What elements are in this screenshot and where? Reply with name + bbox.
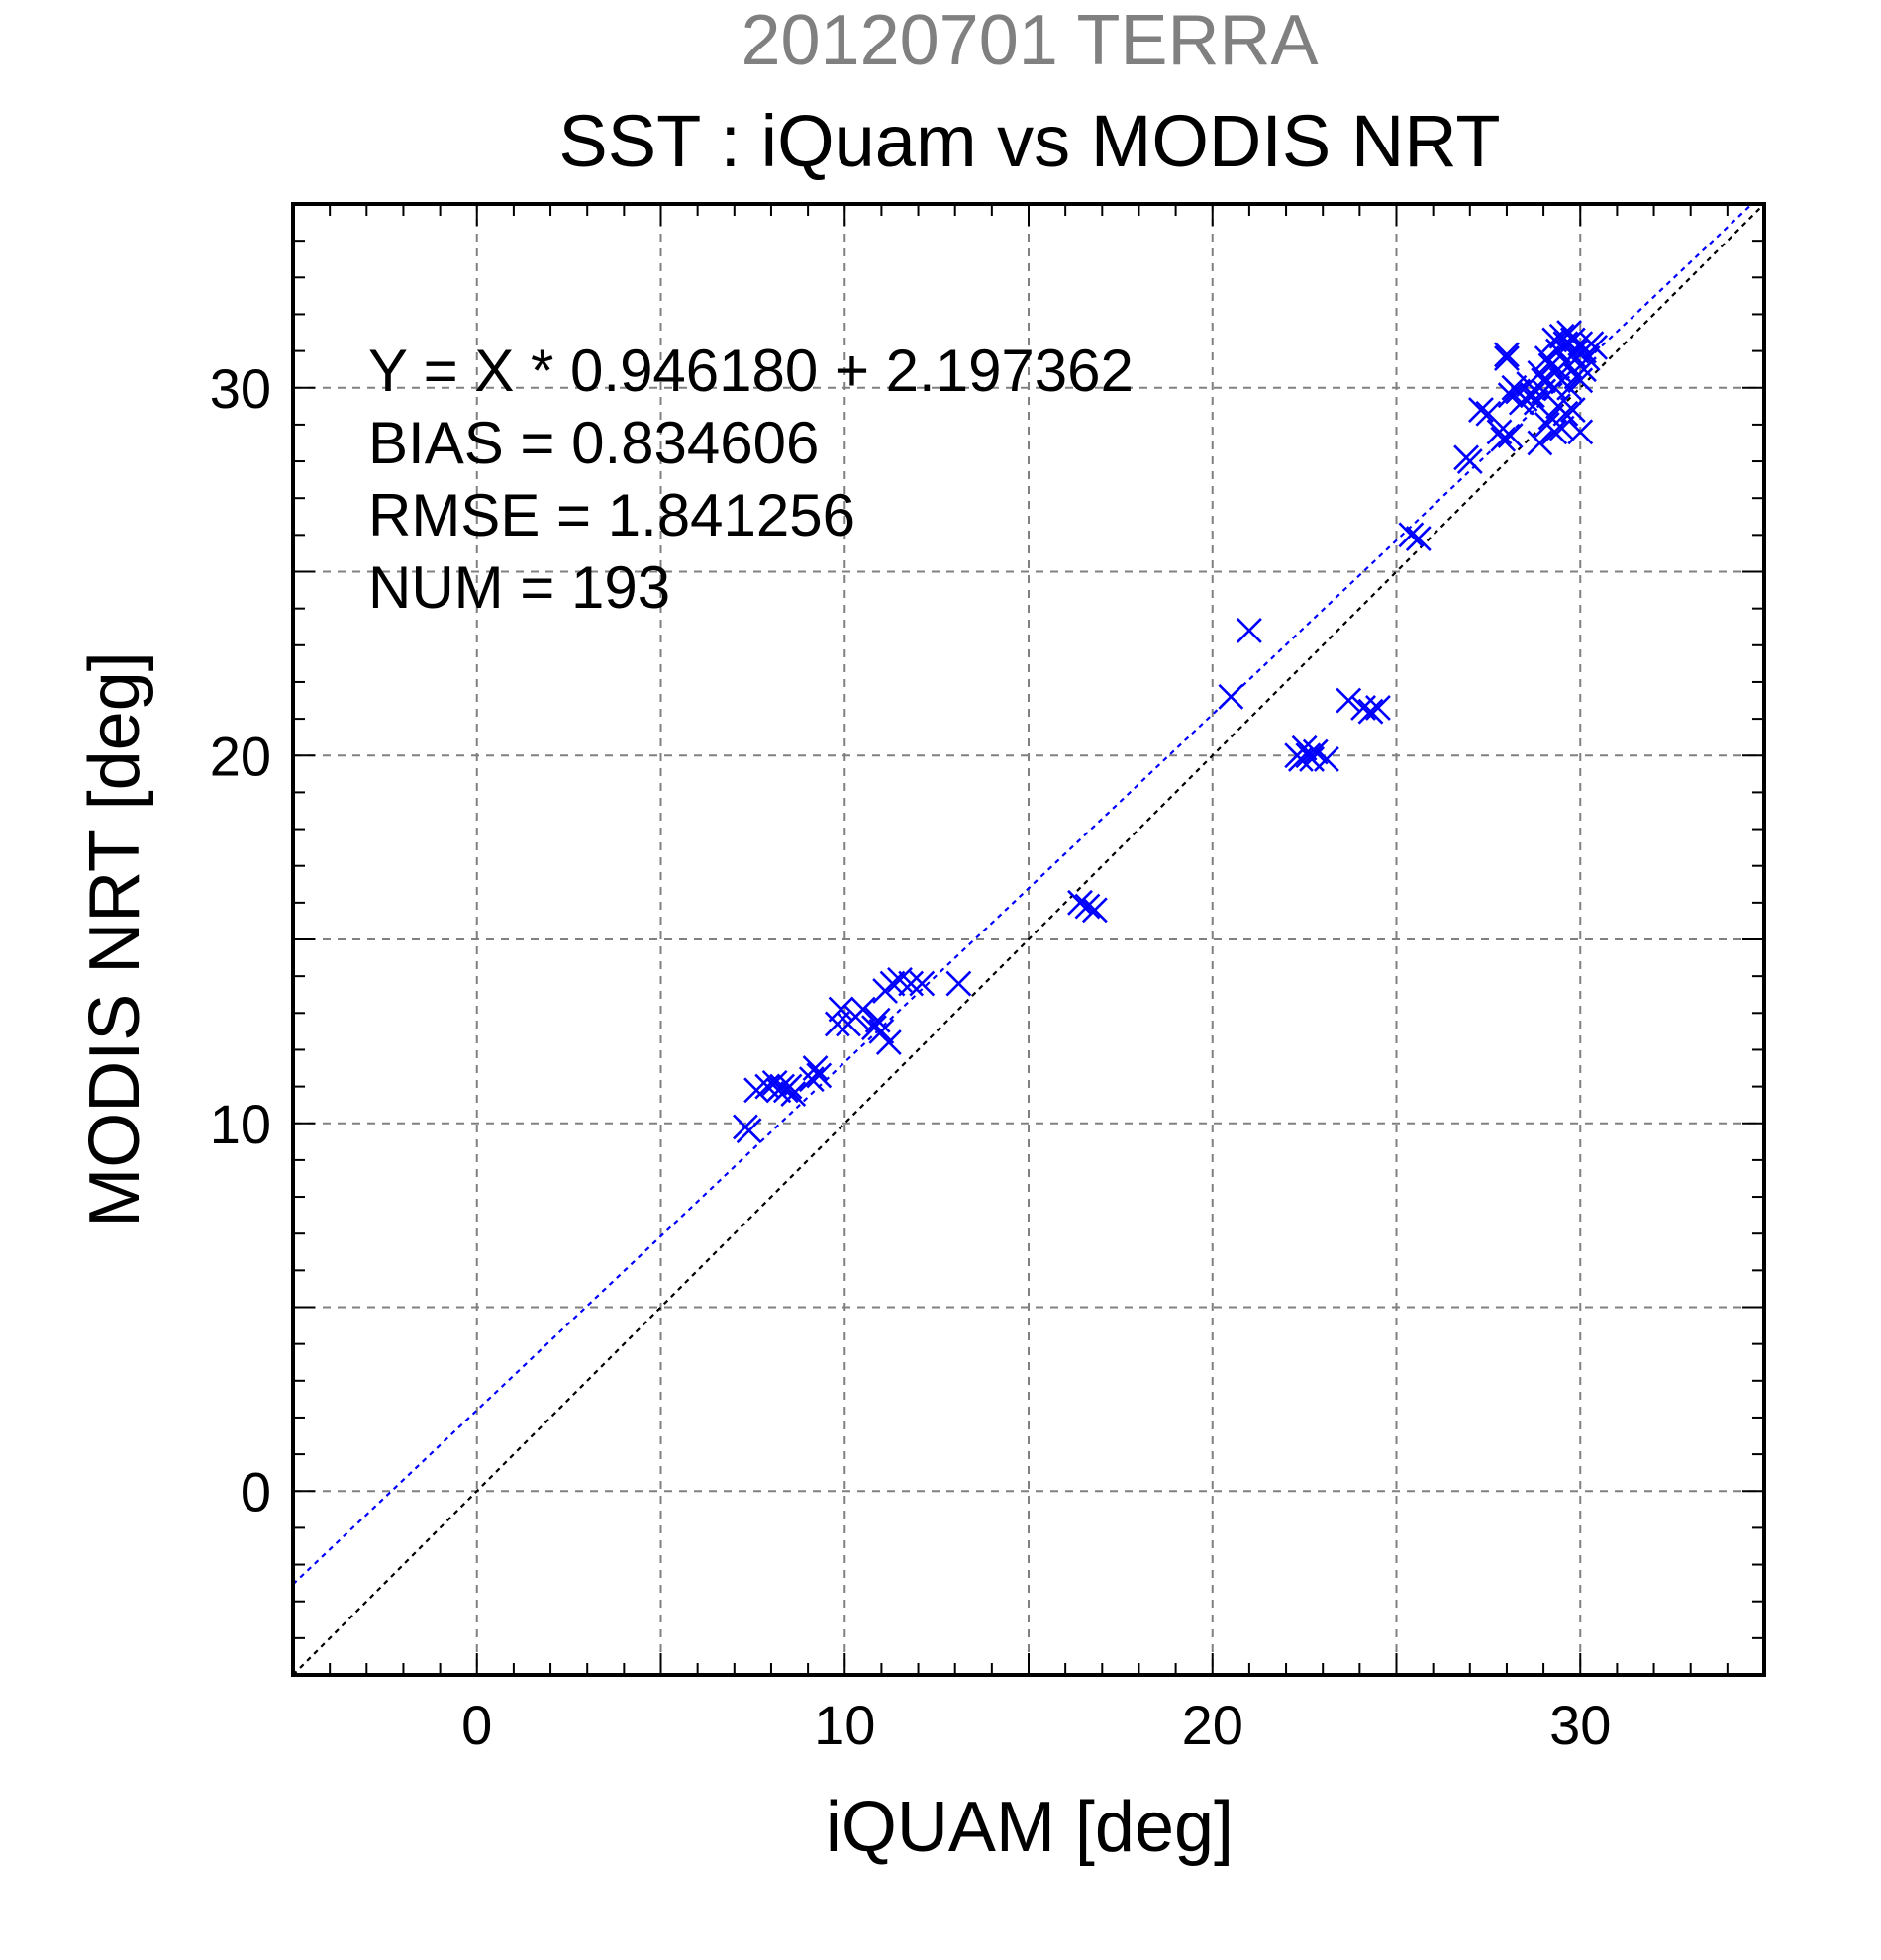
annotation-num: NUM = 193	[368, 554, 670, 621]
data-point	[1552, 400, 1579, 427]
data-point	[1537, 352, 1564, 379]
data-point	[1490, 426, 1517, 452]
data-point	[1582, 334, 1609, 360]
data-point	[1497, 382, 1524, 409]
data-point	[802, 1055, 829, 1081]
data-point	[776, 1073, 803, 1100]
data-point	[1074, 893, 1101, 920]
data-point	[1567, 331, 1594, 357]
data-point	[1494, 345, 1520, 371]
chart-title: SST : iQuam vs MODIS NRT	[558, 100, 1500, 182]
x-axis-label: iQUAM [deg]	[826, 1788, 1234, 1867]
plot-frame	[291, 202, 1766, 1677]
data-point	[909, 970, 936, 997]
data-point	[1567, 419, 1594, 445]
data-point	[1067, 889, 1093, 916]
data-point	[1398, 522, 1425, 548]
x-tick-label: 10	[814, 1694, 875, 1756]
data-point	[1081, 897, 1108, 924]
data-point	[1541, 419, 1568, 445]
data-point	[1218, 683, 1244, 710]
data-point	[1456, 448, 1483, 474]
data-point	[824, 1011, 850, 1037]
data-point	[761, 1069, 788, 1096]
fit-statistics: Y = X * 0.946180 + 2.197362 BIAS = 0.834…	[368, 338, 1134, 621]
tick-labels: 0 10 20 30 0 10 20 30	[210, 357, 1612, 1756]
data-point	[1494, 342, 1520, 368]
grid	[293, 204, 1764, 1675]
data-point	[1527, 430, 1553, 456]
data-point	[1556, 374, 1583, 401]
data-point	[1475, 400, 1502, 427]
data-point	[849, 996, 876, 1023]
data-point	[1365, 695, 1391, 721]
data-point	[806, 1062, 833, 1089]
y-tick-label: 10	[210, 1093, 271, 1155]
data-point	[1314, 746, 1339, 772]
data-point	[1559, 397, 1586, 423]
data-point	[828, 996, 854, 1023]
annotation-bias: BIAS = 0.834606	[368, 410, 819, 476]
data-point	[1405, 526, 1432, 551]
x-tick-label: 20	[1182, 1694, 1243, 1756]
data-point	[1357, 698, 1384, 725]
data-point	[1531, 367, 1557, 394]
data-point	[780, 1081, 807, 1107]
identity-line	[293, 204, 1764, 1675]
data-point	[1302, 738, 1329, 765]
data-point	[736, 1118, 762, 1144]
data-point	[1236, 618, 1262, 643]
y-tick-label: 0	[241, 1460, 271, 1522]
y-axis-label: MODIS NRT [deg]	[75, 651, 154, 1227]
data-point	[875, 1029, 902, 1055]
data-point	[879, 970, 906, 997]
data-point	[1468, 397, 1494, 423]
y-tick-label: 30	[210, 357, 271, 420]
data-point	[1336, 687, 1362, 714]
data-points	[733, 320, 1609, 1144]
annotation-rmse: RMSE = 1.841256	[368, 482, 855, 548]
data-point	[945, 970, 972, 997]
data-point	[1497, 423, 1524, 448]
data-point	[868, 1018, 895, 1044]
y-tick-label: 20	[210, 725, 271, 787]
annotation-fit-equation: Y = X * 0.946180 + 2.197362	[368, 338, 1134, 404]
x-tick-label: 0	[461, 1694, 492, 1756]
data-point	[898, 970, 925, 997]
data-point	[1574, 345, 1601, 371]
chart-supertitle: 20120701 TERRA	[741, 1, 1318, 80]
x-tick-label: 30	[1549, 1694, 1611, 1756]
fit-line	[293, 204, 1754, 1586]
